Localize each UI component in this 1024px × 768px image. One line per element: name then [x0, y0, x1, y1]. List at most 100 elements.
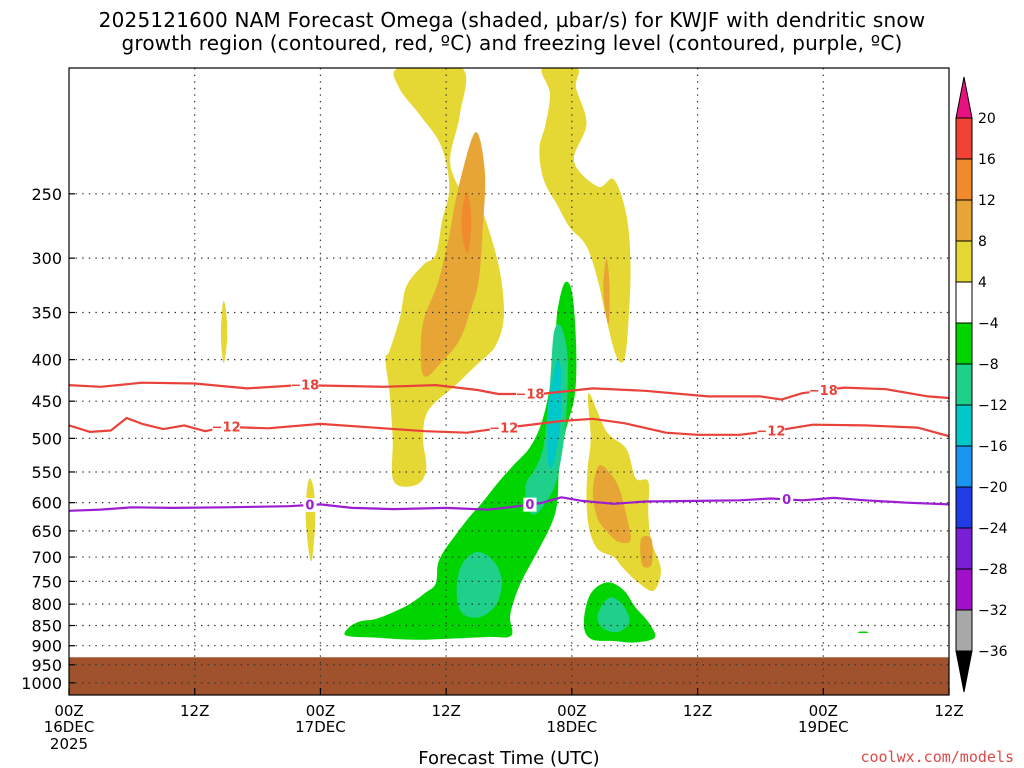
- omega-shading: [220, 68, 869, 643]
- omega-region-lower-negative-region: [344, 281, 577, 640]
- omega-region-right-negative-core: [597, 597, 630, 633]
- y-tick-label-700: 700: [31, 548, 62, 567]
- omega-region-left-blip-a: [220, 301, 228, 364]
- y-tick-label-250: 250: [31, 185, 62, 204]
- y-tick-label-1000: 1000: [21, 674, 62, 693]
- x-tick-label-12: 12Z: [180, 702, 209, 720]
- contour-label--12-0: −12: [212, 420, 241, 435]
- contour-label-bg-0-2: [780, 492, 794, 507]
- x-tick-date-72: 19DEC: [798, 718, 849, 736]
- y-tick-label-400: 400: [31, 351, 62, 370]
- contour-label--12-2: −12: [756, 425, 785, 440]
- colorbar-bottom-arrow: [955, 650, 973, 693]
- x-tick-year-0: 2025: [50, 735, 88, 753]
- grid-lines: [69, 68, 949, 695]
- x-tick-label-48: 00Z: [557, 702, 586, 720]
- contour-label-bg--18-0: [290, 378, 319, 393]
- y-tick-label-500: 500: [31, 429, 62, 448]
- chart-title-line1: 2025121600 NAM Forecast Omega (shaded, µ…: [98, 8, 926, 32]
- colorbar-label-6: −8: [978, 357, 999, 373]
- colorbar-label-13: −36: [978, 644, 1008, 660]
- y-tick-label-450: 450: [31, 392, 62, 411]
- colorbar-bin-2: [955, 199, 973, 242]
- omega-region-upper-orange-max: [461, 190, 472, 253]
- colorbar-bin-12: [955, 609, 973, 652]
- ground-fill: [69, 657, 949, 695]
- x-tick-label-0: 00Z: [54, 702, 83, 720]
- colorbar-label-12: −32: [978, 603, 1008, 619]
- contour-label-bg--18-1: [516, 387, 544, 402]
- colorbar-label-4: 4: [978, 275, 987, 291]
- colorbar-label-11: −28: [978, 562, 1008, 578]
- colorbar-bin-0: [955, 117, 973, 160]
- colorbar-bin-3: [955, 240, 973, 283]
- contour-label-0-1: 0: [525, 498, 534, 513]
- colorbar-bin-11: [955, 568, 973, 611]
- y-tick-label-850: 850: [31, 617, 62, 636]
- x-tick-date-0: 16DEC: [44, 718, 95, 736]
- colorbar-label-1: 16: [978, 152, 996, 168]
- contour-label-bg-0-0: [303, 498, 317, 513]
- plot-border: [68, 67, 950, 696]
- contour-label-bg--12-0: [212, 419, 240, 434]
- omega-region-tiny-dash: [857, 631, 869, 634]
- omega-region-right-upper-max: [603, 258, 610, 325]
- contour-label--18-2: −18: [809, 384, 838, 399]
- ground-surface: [69, 657, 949, 695]
- colorbar-label-0: 20: [978, 111, 996, 127]
- y-tick-label-600: 600: [31, 494, 62, 513]
- x-tick-label-72: 00Z: [809, 702, 838, 720]
- colorbar-label-5: −4: [978, 316, 999, 332]
- contour-label--12-1: −12: [489, 421, 518, 436]
- x-tick-label-84: 12Z: [934, 702, 963, 720]
- colorbar-label-10: −24: [978, 521, 1008, 537]
- omega-region-right-upper-plume: [539, 68, 631, 363]
- x-tick-date-48: 18DEC: [547, 718, 598, 736]
- omega-region-right-lower-dot: [640, 535, 653, 568]
- colorbar-bin-8: [955, 445, 973, 488]
- contour-label-0-0: 0: [305, 499, 314, 514]
- y-tick-label-950: 950: [31, 656, 62, 675]
- omega-region-left-blip-b: [305, 478, 316, 562]
- y-tick-label-800: 800: [31, 595, 62, 614]
- contour-label-bg--12-2: [757, 424, 785, 439]
- x-axis-title: Forecast Time (UTC): [418, 748, 599, 768]
- y-tick-label-750: 750: [31, 572, 62, 591]
- colorbar-label-2: 12: [978, 193, 996, 209]
- colorbar-bin-7: [955, 404, 973, 447]
- colorbar-label-9: −20: [978, 480, 1008, 496]
- colorbar-bin-9: [955, 486, 973, 529]
- contour-label-bg--12-1: [489, 420, 518, 435]
- y-tick-label-900: 900: [31, 637, 62, 656]
- plot-frame: [68, 67, 950, 696]
- x-tick-label-60: 12Z: [683, 702, 712, 720]
- omega-region-negative-cyan-max: [547, 359, 562, 469]
- y-tick-label-550: 550: [31, 463, 62, 482]
- colorbar-bin-5: [955, 322, 973, 365]
- y-tick-label-650: 650: [31, 522, 62, 541]
- colorbar-label-8: −16: [978, 439, 1008, 455]
- omega-region-lower-negative-core: [456, 551, 502, 618]
- contour-label--18-0: −18: [290, 379, 319, 394]
- y-axis: 2503003504004505005506006507007508008509…: [21, 185, 75, 693]
- x-tick-label-24: 00Z: [306, 702, 335, 720]
- omega-region-upper-orange-core: [420, 132, 486, 377]
- colorbar-bin-6: [955, 363, 973, 406]
- colorbar: 20 16 12 8 4 −4 −8 −12 −16 −20 −24 −28 −32 −36: [955, 76, 1008, 693]
- x-tick-label-36: 12Z: [431, 702, 460, 720]
- temperature-contours: −18 −18 −18 −12 −12 −12 0 0 0: [69, 378, 949, 514]
- colorbar-top-arrow: [955, 76, 973, 119]
- colorbar-bin-4: [955, 281, 973, 324]
- chart-title-line2: growth region (contoured, red, ºC) and f…: [121, 31, 903, 55]
- y-tick-label-350: 350: [31, 304, 62, 323]
- source-credit: coolwx.com/models: [860, 748, 1014, 766]
- contour-label-bg-0-1: [523, 497, 537, 512]
- contour-label-bg--18-2: [809, 383, 838, 398]
- contour-label--18-1: −18: [515, 388, 544, 403]
- x-tick-date-24: 17DEC: [295, 718, 346, 736]
- colorbar-bin-1: [955, 158, 973, 201]
- contour-line-0: [69, 496, 949, 512]
- contour-label-0-2: 0: [782, 493, 791, 508]
